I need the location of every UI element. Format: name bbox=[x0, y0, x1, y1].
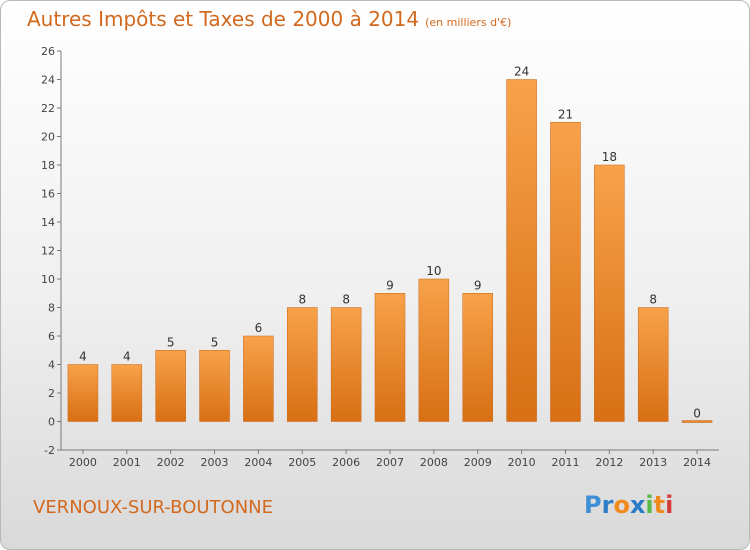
bar-2006 bbox=[330, 307, 362, 422]
y-tick-label: 4 bbox=[48, 359, 55, 372]
bar-2014 bbox=[681, 420, 713, 423]
bar-2002 bbox=[155, 350, 186, 422]
chart-title-text: Autres Impôts et Taxes de 2000 à 2014 bbox=[27, 7, 420, 31]
bar-2005 bbox=[287, 307, 318, 422]
x-tick-label: 2006 bbox=[332, 456, 360, 469]
data-label-2006: 8 bbox=[342, 293, 350, 307]
data-label-2003: 5 bbox=[211, 335, 219, 349]
x-tick-label: 2001 bbox=[113, 456, 141, 469]
data-label-2012: 18 bbox=[602, 150, 617, 164]
data-label-2011: 21 bbox=[558, 107, 573, 121]
y-tick-label: 8 bbox=[48, 302, 55, 315]
x-tick-label: 2014 bbox=[683, 456, 711, 469]
y-tick-label: 26 bbox=[41, 45, 55, 58]
bar-2012 bbox=[594, 164, 625, 422]
x-tick-label: 2007 bbox=[376, 456, 404, 469]
bar-2009 bbox=[462, 293, 493, 422]
x-tick-label: 2000 bbox=[69, 456, 97, 469]
bar-2004 bbox=[243, 335, 274, 422]
x-tick-label: 2009 bbox=[464, 456, 492, 469]
data-labels: 4 4 5 5 6 8 8 9 10 9 24 21 18 8 0 bbox=[79, 65, 701, 421]
y-tick-label: 16 bbox=[41, 188, 55, 201]
proxiti-logo: Proxiti bbox=[584, 491, 674, 519]
y-tick-label: 2 bbox=[48, 387, 55, 400]
bar-2001 bbox=[111, 364, 143, 422]
bar-2000 bbox=[67, 364, 99, 422]
y-tick-label: -2 bbox=[44, 444, 55, 457]
x-tick-label: 2003 bbox=[201, 456, 229, 469]
y-tick-label: 12 bbox=[41, 245, 55, 258]
bar-2008 bbox=[418, 278, 450, 422]
data-label-2010: 24 bbox=[514, 65, 529, 79]
chart-unit: (en milliers d'€) bbox=[425, 16, 512, 29]
bar-2003 bbox=[199, 350, 230, 422]
bar-2013 bbox=[637, 307, 669, 422]
location-name: VERNOUX-SUR-BOUTONNE bbox=[33, 497, 274, 518]
x-tick-label: 2005 bbox=[288, 456, 316, 469]
data-label-2014: 0 bbox=[693, 407, 701, 421]
data-label-2002: 5 bbox=[167, 335, 175, 349]
x-tick-label: 2013 bbox=[639, 456, 667, 469]
x-tick-label: 2010 bbox=[508, 456, 536, 469]
bar-2007 bbox=[374, 293, 406, 422]
y-tick-label: 20 bbox=[41, 131, 55, 144]
data-label-2000: 4 bbox=[79, 350, 87, 364]
data-label-2007: 9 bbox=[386, 278, 394, 292]
y-tick-label: 6 bbox=[48, 330, 55, 343]
data-label-2004: 6 bbox=[255, 321, 263, 335]
x-tick-label: 2011 bbox=[551, 456, 579, 469]
y-tick-label: 10 bbox=[41, 273, 55, 286]
data-label-2013: 8 bbox=[649, 293, 657, 307]
bars bbox=[67, 79, 713, 423]
chart-title: Autres Impôts et Taxes de 2000 à 2014 (en… bbox=[27, 7, 511, 31]
y-tick-label: 24 bbox=[41, 74, 55, 87]
y-tick-label: 18 bbox=[41, 159, 55, 172]
x-tick-label: 2008 bbox=[420, 456, 448, 469]
x-tick-label: 2004 bbox=[244, 456, 272, 469]
x-tick-label: 2002 bbox=[157, 456, 185, 469]
data-label-2008: 10 bbox=[426, 264, 441, 278]
bar-2011 bbox=[550, 122, 581, 422]
data-label-2009: 9 bbox=[474, 278, 482, 292]
y-tick-label: 14 bbox=[41, 216, 55, 229]
data-label-2001: 4 bbox=[123, 350, 131, 364]
bar-2010 bbox=[506, 79, 537, 422]
x-tick-label: 2012 bbox=[595, 456, 623, 469]
y-tick-label: 0 bbox=[48, 416, 55, 429]
y-tick-label: 22 bbox=[41, 102, 55, 115]
data-label-2005: 8 bbox=[298, 293, 306, 307]
